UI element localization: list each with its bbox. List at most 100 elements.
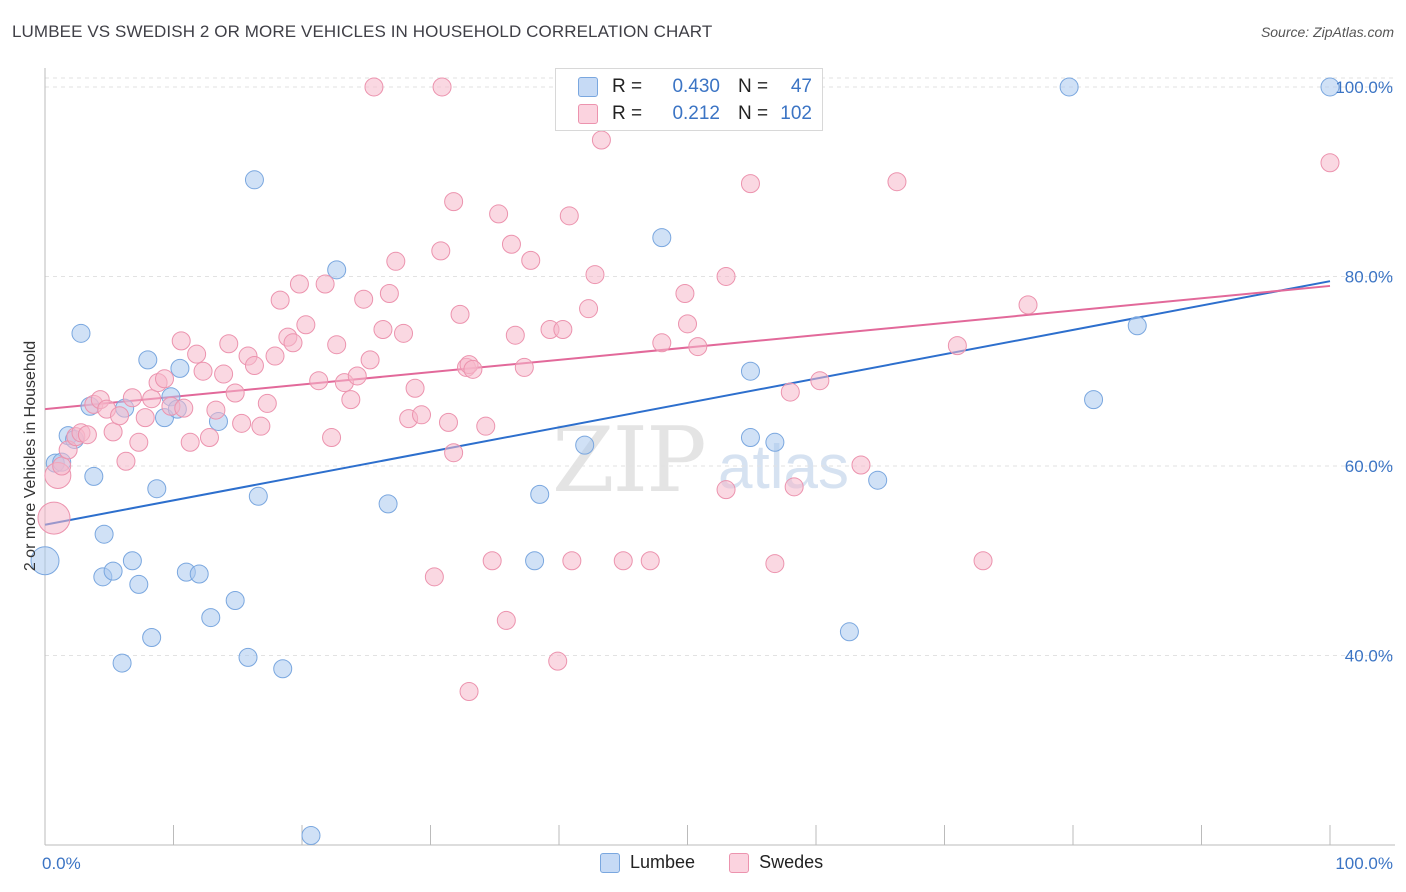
data-point <box>432 77 452 97</box>
data-point <box>37 501 71 535</box>
data-point <box>244 356 264 376</box>
data-point <box>575 435 595 455</box>
data-point <box>405 378 425 398</box>
data-point <box>138 350 158 370</box>
data-point <box>206 400 226 420</box>
data-point <box>270 290 290 310</box>
x-tick-label-min: 0.0% <box>42 854 81 873</box>
data-point <box>740 174 760 194</box>
series-legend: Lumbee Swedes <box>600 852 857 873</box>
lumbee-swatch <box>600 852 620 873</box>
data-point <box>71 323 91 343</box>
data-point <box>688 337 708 357</box>
data-point <box>678 314 697 334</box>
data-point <box>225 591 245 611</box>
series-swedes <box>37 77 1340 701</box>
data-point <box>199 428 219 448</box>
data-point <box>765 432 785 452</box>
data-point <box>364 77 384 97</box>
data-point <box>214 364 234 384</box>
swedes-swatch <box>578 104 598 124</box>
data-point <box>94 524 114 544</box>
data-point <box>142 627 162 647</box>
n-value: 102 <box>780 103 812 124</box>
data-point <box>887 172 907 192</box>
legend-label-lumbee: Lumbee <box>630 852 696 872</box>
r-value: 0.430 <box>672 76 720 97</box>
data-point <box>716 480 736 500</box>
data-point <box>103 422 123 442</box>
data-point <box>155 369 175 389</box>
data-point <box>765 554 785 574</box>
data-point <box>129 574 149 594</box>
data-point <box>170 358 190 378</box>
data-point <box>973 551 993 571</box>
r-value: 0.212 <box>672 103 720 124</box>
y-axis-title: 2 or more Vehicles in Household <box>22 341 39 571</box>
source-credit: Source: ZipAtlas.com <box>1260 24 1394 40</box>
legend-item-swedes[interactable]: Swedes <box>729 852 823 873</box>
axes <box>44 68 1395 846</box>
series-lumbee <box>30 77 1340 846</box>
data-point <box>193 361 213 381</box>
legend-row-swedes: R = 0.212 N = 102 <box>578 102 812 126</box>
trend-line-swedes <box>44 284 1331 411</box>
data-point <box>514 357 534 377</box>
data-point <box>225 383 245 403</box>
y-tick-label: 100.0% <box>1335 78 1393 97</box>
r-label: R = <box>612 103 643 124</box>
data-point <box>103 561 123 581</box>
data-point <box>496 610 516 630</box>
data-point <box>232 413 252 433</box>
data-point <box>244 170 264 190</box>
data-point <box>1320 153 1340 173</box>
data-point <box>265 346 285 366</box>
data-point <box>189 564 209 584</box>
data-point <box>347 366 367 386</box>
data-point <box>142 389 162 409</box>
data-point <box>201 608 221 628</box>
data-point <box>122 551 142 571</box>
data-point <box>180 432 200 452</box>
data-point <box>147 479 167 499</box>
data-point <box>112 653 132 673</box>
data-point <box>289 274 309 294</box>
data-point <box>450 304 470 324</box>
data-point <box>174 398 194 418</box>
data-point <box>505 325 525 345</box>
data-point <box>675 284 695 304</box>
data-point <box>810 371 830 391</box>
data-point <box>251 416 271 436</box>
x-tick-label-max: 100.0% <box>1335 854 1393 873</box>
data-point <box>548 651 568 671</box>
data-point <box>378 494 398 514</box>
data-point <box>525 551 545 571</box>
data-point <box>219 334 239 354</box>
data-point <box>1127 316 1147 336</box>
data-point <box>444 443 464 463</box>
data-point <box>248 486 268 506</box>
data-point <box>652 333 672 353</box>
legend-label-swedes: Swedes <box>759 852 824 872</box>
data-point <box>716 266 736 286</box>
data-point <box>482 551 502 571</box>
data-point <box>851 455 871 475</box>
data-point <box>322 428 342 448</box>
data-point <box>459 681 479 701</box>
data-point <box>327 335 347 355</box>
data-point <box>52 456 72 476</box>
n-label: N = <box>738 76 769 97</box>
data-point <box>1018 295 1038 315</box>
data-point <box>438 412 458 432</box>
legend-item-lumbee[interactable]: Lumbee <box>600 852 695 873</box>
chart-title: LUMBEE VS SWEDISH 2 OR MORE VEHICLES IN … <box>12 22 713 41</box>
trend-line-lumbee <box>44 280 1331 526</box>
data-points <box>30 77 1340 846</box>
data-point <box>501 234 521 254</box>
data-point <box>740 361 760 381</box>
data-point <box>463 359 483 379</box>
lumbee-swatch <box>578 77 598 97</box>
data-point <box>1320 77 1340 97</box>
data-point <box>257 393 277 413</box>
